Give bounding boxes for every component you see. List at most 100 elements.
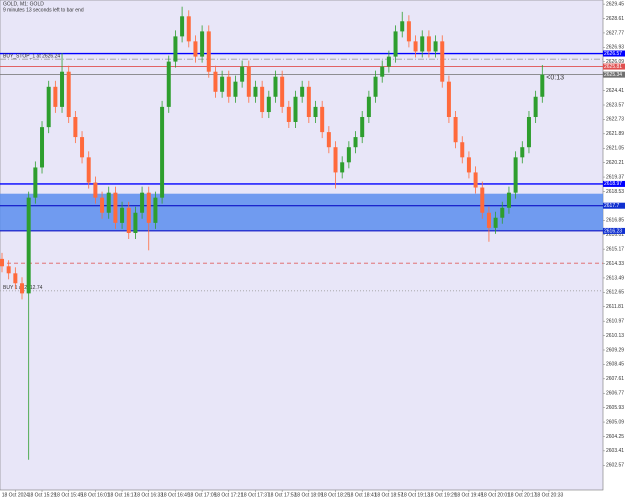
candle-body [366, 96, 371, 118]
candle-body [0, 258, 5, 267]
y-tick-label: 2624.41 [606, 88, 624, 94]
candle-body [326, 132, 331, 148]
candle-body [166, 61, 171, 107]
x-tick-label: 18 Oct 16:33 [134, 492, 163, 498]
candle-body [293, 96, 298, 122]
y-tick-label: 2626.93 [606, 45, 624, 51]
candle-body [440, 41, 445, 82]
y-tick-label: 2613.49 [606, 275, 624, 281]
countdown: <0:13 [546, 74, 564, 81]
candle-body [340, 162, 345, 173]
x-tick-label: 18 Oct 18:41 [348, 492, 377, 498]
level-label: BUY_STOP_1 at 2626.24 [3, 54, 60, 60]
y-tick-label: 2614.33 [606, 261, 624, 267]
candle-body [186, 16, 191, 42]
candle-body [313, 106, 318, 118]
candle-body [113, 192, 118, 223]
candle-body [60, 71, 65, 107]
y-tick-label: 2620.21 [606, 160, 624, 166]
candle-body [473, 172, 478, 188]
candle-body [180, 16, 185, 37]
candle-body [160, 106, 165, 198]
x-tick-label: 18 Oct 15:45 [54, 492, 83, 498]
candle-body [273, 76, 278, 97]
candle-body [80, 137, 85, 158]
candle-body [520, 147, 525, 158]
x-tick-label: 18 Oct 16:49 [161, 492, 190, 498]
y-tick-label: 2608.45 [606, 362, 624, 368]
y-tick-label: 2629.45 [606, 1, 624, 7]
y-tick-label: 2610.97 [606, 319, 624, 325]
y-tick-label: 2621.89 [606, 131, 624, 137]
x-tick-label: 18 Oct 19:45 [455, 492, 484, 498]
candle-body [253, 86, 258, 97]
y-tick-label: 2606.77 [606, 391, 624, 397]
candle-body [300, 86, 305, 97]
y-tick-label: 2605.09 [606, 419, 624, 425]
y-tick-label: 2619.37 [606, 174, 624, 180]
candle-body [40, 127, 45, 168]
y-tick-label: 2623.57 [606, 102, 624, 108]
price-tag-label: 2617.7 [604, 203, 620, 209]
price-tag-label: 2625.34 [604, 72, 622, 78]
candle-body [173, 36, 178, 62]
x-tick-label: 18 Oct 20:33 [535, 492, 564, 498]
candle-body [66, 71, 71, 118]
candle-body [460, 142, 465, 158]
candle-body [500, 207, 505, 218]
candle-body [486, 212, 491, 228]
x-tick-label: 18 Oct 2024 [2, 492, 29, 498]
candle-body [420, 36, 425, 52]
candle-body [306, 86, 311, 118]
candle-body [286, 106, 291, 122]
candle-body [46, 86, 51, 128]
candle-body [93, 182, 98, 198]
price-tag-label: 2626.57 [604, 51, 622, 57]
x-tick-label: 18 Oct 17:21 [214, 492, 243, 498]
y-tick-label: 2605.93 [606, 405, 624, 411]
candle-body [333, 147, 338, 173]
candle-body [260, 86, 265, 113]
candle-body [480, 187, 485, 213]
candle-body [373, 76, 378, 97]
candle-body [100, 197, 105, 213]
candle-body [53, 86, 58, 107]
candle-body [526, 117, 531, 148]
candle-body [200, 31, 205, 57]
y-tick-label: 2612.65 [606, 290, 624, 296]
candle-body [540, 74, 545, 97]
x-tick-label: 18 Oct 17:37 [241, 492, 270, 498]
price-tag [603, 227, 625, 234]
candle-body [126, 207, 131, 233]
price-tag [603, 63, 625, 70]
candle-body [106, 192, 111, 213]
candle-body [20, 283, 25, 294]
y-tick-label: 2616.01 [606, 232, 624, 238]
candle-body [406, 21, 411, 42]
candle-body [193, 41, 198, 57]
x-tick-label: 18 Oct 17:53 [268, 492, 297, 498]
y-tick-label: 2610.13 [606, 333, 624, 339]
candle-body [353, 137, 358, 148]
candle-body [280, 76, 285, 107]
candle-body [246, 66, 251, 97]
candle-body [393, 31, 398, 57]
candle-body [233, 81, 238, 97]
x-tick-label: 18 Oct 20:17 [508, 492, 537, 498]
y-tick-label: 2628.61 [606, 16, 624, 22]
x-tick-label: 18 Oct 16:01 [81, 492, 110, 498]
y-tick-label: 2602.57 [606, 463, 624, 469]
candle-body [220, 76, 225, 92]
candle-body [380, 66, 385, 77]
price-tag [603, 180, 625, 187]
y-tick-label: 2615.17 [606, 246, 624, 252]
candle-body [206, 31, 211, 72]
zone [0, 193, 603, 231]
price-tag-label: 2616.23 [604, 228, 622, 234]
candle-body [226, 76, 231, 97]
y-tick-label: 2626.09 [606, 59, 624, 65]
candle-body [73, 117, 78, 138]
x-tick-label: 18 Oct 20:01 [481, 492, 510, 498]
candle-body [466, 157, 471, 173]
